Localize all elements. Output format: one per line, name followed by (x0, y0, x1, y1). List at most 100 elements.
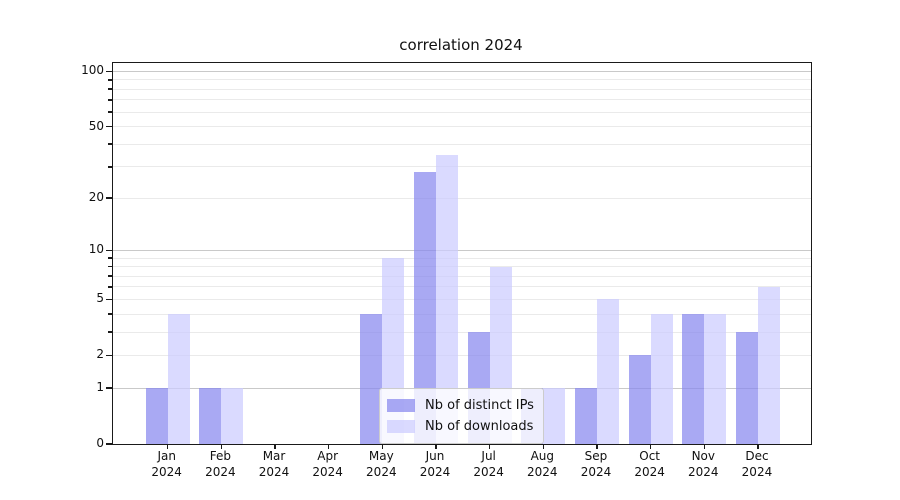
x-tick-label-year: 2024 (473, 464, 504, 479)
x-tick-label-year: 2024 (419, 464, 451, 479)
gridline-minor (113, 298, 811, 300)
y-tick-label: 10 (88, 242, 104, 257)
gridline-minor (113, 79, 811, 81)
y-axis-tick (105, 125, 112, 128)
bar-nb-of-downloads (757, 286, 780, 444)
bar-nb-of-distinct-ips (414, 172, 436, 444)
chart-title: correlation 2024 (399, 36, 523, 54)
y-axis-tick (105, 354, 112, 357)
y-axis-minor-tick (108, 275, 112, 277)
gridline-minor (113, 99, 811, 101)
x-tick-label-year: 2024 (527, 464, 558, 479)
x-tick-label: May 2024 (351, 449, 411, 480)
x-tick-label: Apr 2024 (298, 449, 358, 480)
x-tick-label: Jun 2024 (405, 449, 465, 480)
x-tick-label: Mar 2024 (244, 449, 304, 480)
x-tick-label: Feb 2024 (190, 449, 250, 480)
y-tick-label: 20 (88, 190, 104, 205)
bar-nb-of-distinct-ips (199, 388, 222, 444)
x-tick-label-year: 2024 (634, 464, 665, 479)
gridline-minor (113, 266, 811, 268)
x-tick-label-month: Aug (530, 449, 555, 463)
gridline-minor (113, 111, 811, 113)
y-tick-label: 50 (88, 118, 104, 133)
y-axis-tick (105, 249, 112, 252)
gridline-minor (113, 354, 811, 356)
y-axis-minor-tick (108, 143, 112, 145)
gridline-major (113, 249, 811, 251)
x-tick-label-month: Sep (584, 449, 608, 463)
bar-nb-of-distinct-ips (360, 314, 383, 444)
x-tick-label-month: Feb (209, 449, 231, 463)
x-axis-tick (542, 444, 545, 449)
bar-nb-of-distinct-ips (145, 388, 168, 444)
y-axis-minor-tick (108, 265, 112, 268)
y-tick-label: 2 (96, 347, 104, 362)
y-axis-tick (105, 298, 112, 301)
y-tick-label: 100 (81, 63, 104, 78)
x-tick-label-month: Apr (317, 449, 339, 463)
y-axis-minor-tick (108, 313, 112, 315)
x-axis-tick (488, 444, 491, 449)
bar-nb-of-downloads (167, 314, 190, 444)
gridline-minor (113, 126, 811, 128)
y-axis-tick (105, 197, 112, 199)
y-axis-minor-tick (108, 331, 112, 333)
bar-nb-of-downloads (704, 314, 727, 444)
x-axis-tick (435, 444, 437, 449)
x-tick-label-year: 2024 (741, 464, 773, 479)
legend-swatch-nb-of-distinct-ips (387, 399, 415, 412)
x-tick-label-month: Mar (262, 449, 286, 463)
bar-nb-of-distinct-ips (735, 332, 758, 444)
bar-nb-of-downloads (596, 299, 619, 444)
bar-nb-of-distinct-ips (574, 388, 597, 444)
y-axis-tick (105, 443, 112, 445)
y-tick-label: 5 (96, 291, 104, 306)
x-tick-label-year: 2024 (366, 464, 397, 479)
y-tick-label: 0 (96, 436, 104, 450)
x-axis-tick (381, 444, 384, 449)
x-tick-label-month: Jun (425, 449, 445, 463)
gridline-minor (113, 143, 811, 145)
x-tick-label: Dec 2024 (727, 449, 787, 480)
gridline-minor (113, 286, 811, 288)
bar-nb-of-distinct-ips (628, 355, 651, 444)
x-tick-label-year: 2024 (151, 464, 182, 479)
x-axis-tick (757, 444, 759, 449)
x-tick-label-year: 2024 (258, 464, 290, 479)
legend-item: Nb of distinct IPs (387, 395, 534, 416)
legend-label: Nb of downloads (425, 419, 534, 434)
y-axis-minor-tick (108, 79, 112, 81)
legend: Nb of distinct IPs Nb of downloads (379, 388, 544, 444)
y-axis-tick (105, 387, 112, 389)
x-tick-label-month: Jan (157, 449, 176, 463)
bar-nb-of-downloads (543, 388, 566, 444)
x-axis-tick (166, 444, 169, 449)
x-axis-tick (649, 444, 652, 449)
x-tick-label-year: 2024 (312, 464, 343, 479)
gridline-minor (113, 166, 811, 168)
y-axis-minor-tick (108, 99, 112, 101)
x-tick-label: Aug 2024 (512, 449, 572, 480)
bar-nb-of-distinct-ips (682, 314, 705, 444)
x-tick-label-month: Nov (691, 449, 715, 463)
bar-nb-of-downloads (221, 388, 244, 444)
gridline-minor (113, 197, 811, 199)
x-tick-label-month: May (368, 449, 394, 463)
gridline-minor (113, 313, 811, 315)
x-tick-label-month: Jul (481, 449, 496, 463)
y-axis-minor-tick (108, 88, 112, 90)
gridline-minor (113, 88, 811, 90)
x-axis-tick (703, 444, 706, 449)
y-axis-tick (105, 70, 112, 73)
x-tick-label: Jul 2024 (459, 449, 519, 480)
y-axis-minor-tick (108, 166, 112, 168)
x-tick-label-year: 2024 (580, 464, 612, 479)
x-tick-label-year: 2024 (205, 464, 236, 479)
x-tick-label-month: Dec (745, 449, 769, 463)
x-axis-tick (274, 444, 276, 449)
x-tick-label: Oct 2024 (620, 449, 680, 480)
gridline-major (113, 70, 811, 72)
y-tick-label: 1 (96, 380, 104, 395)
